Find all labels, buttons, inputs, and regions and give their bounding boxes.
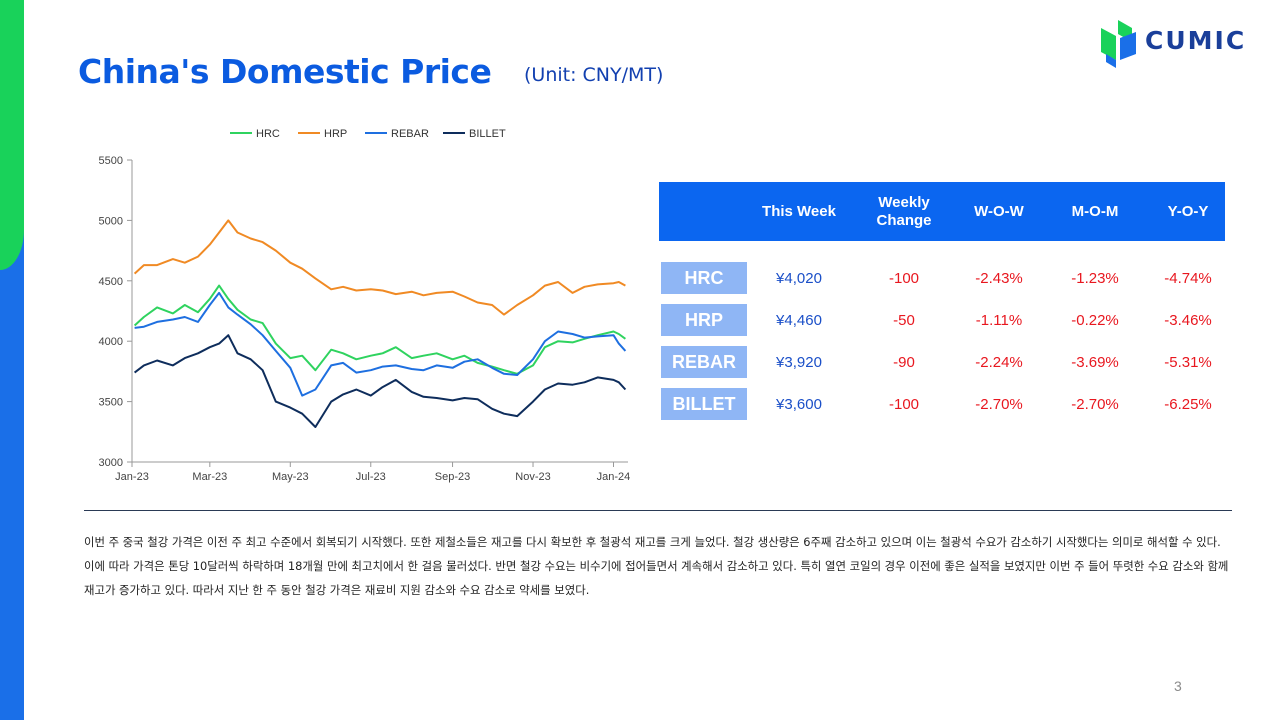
series-line-rebar <box>134 291 627 397</box>
legend-label: REBAR <box>391 128 429 140</box>
yoy-value: -6.25% <box>1164 395 1212 413</box>
wow-value: -2.24% <box>975 353 1023 371</box>
header-yoy: Y-O-Y <box>1167 202 1209 220</box>
header-wow: W-O-W <box>974 202 1024 220</box>
weekly-change-value: -50 <box>893 311 915 329</box>
product-label: HRP <box>661 304 747 336</box>
table-row: HRP ¥4,460 -50 -1.11% -0.22% -3.46% <box>659 299 1225 341</box>
table-row: REBAR ¥3,920 -90 -2.24% -3.69% -5.31% <box>659 341 1225 383</box>
logo-text: CUMIC <box>1145 26 1247 55</box>
mom-value: -3.69% <box>1071 353 1119 371</box>
product-label: BILLET <box>661 388 747 420</box>
y-tick-label: 3500 <box>99 397 123 409</box>
yoy-value: -4.74% <box>1164 269 1212 287</box>
weekly-change-value: -90 <box>893 353 915 371</box>
header-this-week: This Week <box>762 202 836 220</box>
legend-label: BILLET <box>469 128 506 140</box>
price-table: This Week Weekly Change W-O-W M-O-M Y-O-… <box>659 182 1225 425</box>
legend-label: HRC <box>256 128 280 140</box>
unit-label: (Unit: CNY/MT) <box>524 64 664 86</box>
legend-label: HRP <box>324 128 347 140</box>
table-header: This Week Weekly Change W-O-W M-O-M Y-O-… <box>659 182 1225 241</box>
x-tick-label: Jan-24 <box>597 471 631 483</box>
header-mom: M-O-M <box>1071 202 1119 220</box>
wow-value: -2.70% <box>975 395 1023 413</box>
this-week-value: ¥3,600 <box>776 395 822 413</box>
weekly-change-value: -100 <box>888 395 920 413</box>
weekly-change-value: -100 <box>888 269 920 287</box>
yoy-value: -3.46% <box>1164 311 1212 329</box>
section-divider <box>84 510 1232 511</box>
x-tick-label: May-23 <box>272 471 309 483</box>
y-tick-label: 5000 <box>99 215 123 227</box>
wow-value: -2.43% <box>975 269 1023 287</box>
side-accent-green <box>0 0 24 270</box>
cumic-leaf-logo-icon <box>1101 20 1136 68</box>
mom-value: -2.70% <box>1071 395 1119 413</box>
x-tick-label: Sep-23 <box>435 471 470 483</box>
x-tick-label: Mar-23 <box>192 471 227 483</box>
y-axis: 3000 3500 4000 4500 5000 5500 <box>99 155 133 469</box>
logo: CUMIC <box>1098 20 1258 70</box>
table-row: HRC ¥4,020 -100 -2.43% -1.23% -4.74% <box>659 257 1225 299</box>
price-line-chart: HRC HRP REBAR BILLET 3000 3500 4000 4500 5000 55… <box>99 128 631 483</box>
chart-legend: HRC HRP REBAR BILLET <box>230 128 506 140</box>
x-tick-label: Jul-23 <box>356 471 386 483</box>
product-label: HRC <box>661 262 747 294</box>
series-line-hrc <box>133 284 626 375</box>
mom-value: -1.23% <box>1071 269 1119 287</box>
this-week-value: ¥4,020 <box>776 269 822 287</box>
wow-value: -1.11% <box>975 311 1023 329</box>
this-week-value: ¥4,460 <box>776 311 822 329</box>
commentary-paragraph: 이번 주 중국 철강 가격은 이전 주 최고 수준에서 회복되기 시작했다. 또… <box>84 535 1229 597</box>
page-title: China's Domestic Price <box>78 52 492 91</box>
y-tick-label: 3000 <box>99 457 123 469</box>
table-row: BILLET ¥3,600 -100 -2.70% -2.70% -6.25% <box>659 383 1225 425</box>
x-axis: Jan-23 Mar-23 May-23 Jul-23 Sep-23 Nov-23 Jan-… <box>115 461 631 483</box>
side-accent-bar <box>0 0 24 720</box>
x-tick-label: Nov-23 <box>515 471 550 483</box>
series-line-billet <box>133 334 627 428</box>
x-tick-label: Jan-23 <box>115 471 149 483</box>
yoy-value: -5.31% <box>1164 353 1212 371</box>
page-number: 3 <box>1174 678 1182 694</box>
chart-lines <box>133 219 627 428</box>
y-tick-label: 5500 <box>99 155 123 167</box>
series-line-hrp <box>133 219 626 316</box>
mom-value: -0.22% <box>1071 311 1119 329</box>
y-tick-label: 4000 <box>99 336 123 348</box>
product-label: REBAR <box>661 346 747 378</box>
header-weekly-change: Weekly Change <box>876 193 932 229</box>
y-tick-label: 4500 <box>99 276 123 288</box>
this-week-value: ¥3,920 <box>776 353 822 371</box>
